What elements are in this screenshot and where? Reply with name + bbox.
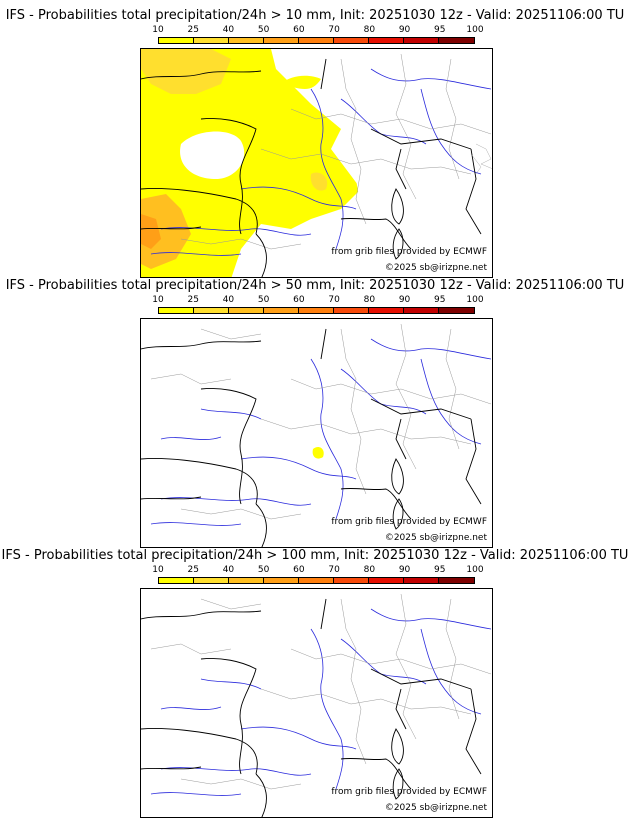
rivers — [150, 608, 492, 796]
colorbar-tick-label: 40 — [222, 25, 235, 35]
colorbar-swatch — [264, 578, 299, 583]
colorbar-tick-label: 95 — [434, 25, 446, 35]
colorbar-tick-label: 60 — [293, 25, 305, 35]
colorbar-swatch — [264, 308, 299, 313]
colorbar-swatch — [299, 308, 334, 313]
colorbar-tick-label: 50 — [257, 25, 270, 35]
admin-borders — [150, 323, 492, 520]
colorbar: 10 25 40 50 60 70 80 90 95 100 — [152, 565, 484, 586]
colorbar-swatch — [439, 38, 474, 43]
colorbar-swatch — [404, 308, 439, 313]
panel-50mm: IFS - Probabilities total precipitation/… — [0, 278, 630, 548]
coastlines — [141, 58, 482, 277]
colorbar-tick-label: 50 — [257, 295, 270, 305]
colorbar-swatch — [194, 578, 229, 583]
colorbar-tick-label: 25 — [187, 25, 199, 35]
colorbar-swatch — [369, 38, 404, 43]
colorbar-tick-label: 90 — [398, 565, 411, 575]
colorbar-swatch — [229, 578, 264, 583]
colorbar-swatch — [369, 578, 404, 583]
coastlines — [141, 598, 482, 817]
colorbar-tick-label: 95 — [434, 295, 446, 305]
colorbar-swatch — [159, 308, 194, 313]
colorbar-swatch — [334, 38, 369, 43]
rivers — [150, 338, 492, 526]
colorbar-swatches — [158, 307, 475, 314]
colorbar-tick-label: 60 — [293, 565, 305, 575]
colorbar-swatch — [264, 38, 299, 43]
map-canvas — [141, 49, 492, 277]
credit-copyright: ©2025 sb@irizpne.net — [384, 803, 487, 813]
colorbar-tick-label: 40 — [222, 565, 235, 575]
colorbar-swatch — [439, 578, 474, 583]
colorbar-tick-label: 50 — [257, 565, 270, 575]
colorbar-ticks: 10 25 40 50 60 70 80 90 95 100 — [152, 565, 483, 576]
colorbar-swatch — [299, 578, 334, 583]
alps-terrain — [470, 143, 492, 175]
panel-100mm: IFS - Probabilities total precipitation/… — [0, 548, 630, 818]
colorbar-tick-label: 10 — [152, 295, 164, 305]
panel-10mm: IFS - Probabilities total precipitation/… — [0, 8, 630, 278]
colorbar: 10 25 40 50 60 70 80 90 95 100 — [152, 25, 484, 46]
credit-copyright: ©2025 sb@irizpne.net — [384, 263, 487, 273]
colorbar-tick-label: 25 — [187, 565, 199, 575]
colorbar-swatch — [194, 308, 229, 313]
map-canvas — [141, 323, 492, 547]
colorbar-tick-label: 90 — [398, 295, 411, 305]
colorbar-tick-label: 70 — [328, 295, 340, 305]
panel-title: IFS - Probabilities total precipitation/… — [5, 8, 625, 23]
credit-copyright: ©2025 sb@irizpne.net — [384, 533, 487, 543]
probability-map: from grib files provided by ECMWF ©2025 … — [140, 588, 493, 818]
colorbar-swatch — [439, 308, 474, 313]
colorbar-swatch — [194, 38, 229, 43]
colorbar-tick-label: 70 — [328, 565, 340, 575]
colorbar-swatch — [334, 578, 369, 583]
credit-source: from grib files provided by ECMWF — [331, 247, 487, 257]
admin-borders — [150, 593, 492, 790]
panel-title: IFS - Probabilities total precipitation/… — [5, 278, 625, 293]
colorbar-tick-label: 100 — [466, 295, 484, 305]
colorbar-swatches — [158, 577, 475, 584]
colorbar-tick-label: 10 — [152, 25, 164, 35]
colorbar-swatches — [158, 37, 475, 44]
colorbar-swatch — [369, 308, 404, 313]
colorbar-tick-label: 100 — [466, 565, 484, 575]
colorbar-swatch — [229, 308, 264, 313]
map-canvas — [141, 593, 492, 817]
panel-title: IFS - Probabilities total precipitation/… — [1, 548, 629, 563]
colorbar-tick-label: 90 — [398, 25, 411, 35]
colorbar-tick-label: 80 — [363, 25, 376, 35]
colorbar-tick-label: 80 — [363, 565, 376, 575]
colorbar-swatch — [299, 38, 334, 43]
colorbar-swatch — [334, 308, 369, 313]
rivers — [150, 68, 492, 256]
colorbar-swatch — [229, 38, 264, 43]
colorbar: 10 25 40 50 60 70 80 90 95 100 — [152, 295, 484, 316]
colorbar-tick-label: 95 — [434, 565, 446, 575]
colorbar-tick-label: 80 — [363, 295, 376, 305]
coastlines — [141, 328, 482, 547]
probability-map: from grib files provided by ECMWF ©2025 … — [140, 318, 493, 548]
precip-probability-area — [141, 49, 406, 277]
credit-source: from grib files provided by ECMWF — [331, 517, 487, 527]
colorbar-swatch — [159, 578, 194, 583]
colorbar-tick-label: 25 — [187, 295, 199, 305]
colorbar-tick-label: 10 — [152, 565, 164, 575]
colorbar-ticks: 10 25 40 50 60 70 80 90 95 100 — [152, 25, 483, 36]
precip-probability-area — [312, 446, 324, 459]
credit-source: from grib files provided by ECMWF — [331, 787, 487, 797]
colorbar-tick-label: 40 — [222, 295, 235, 305]
admin-borders — [180, 53, 492, 250]
colorbar-tick-label: 100 — [466, 25, 484, 35]
colorbar-tick-label: 60 — [293, 295, 305, 305]
colorbar-swatch — [159, 38, 194, 43]
colorbar-swatch — [404, 578, 439, 583]
colorbar-swatch — [404, 38, 439, 43]
colorbar-ticks: 10 25 40 50 60 70 80 90 95 100 — [152, 295, 483, 306]
probability-map: from grib files provided by ECMWF ©2025 … — [140, 48, 493, 278]
colorbar-tick-label: 70 — [328, 25, 340, 35]
